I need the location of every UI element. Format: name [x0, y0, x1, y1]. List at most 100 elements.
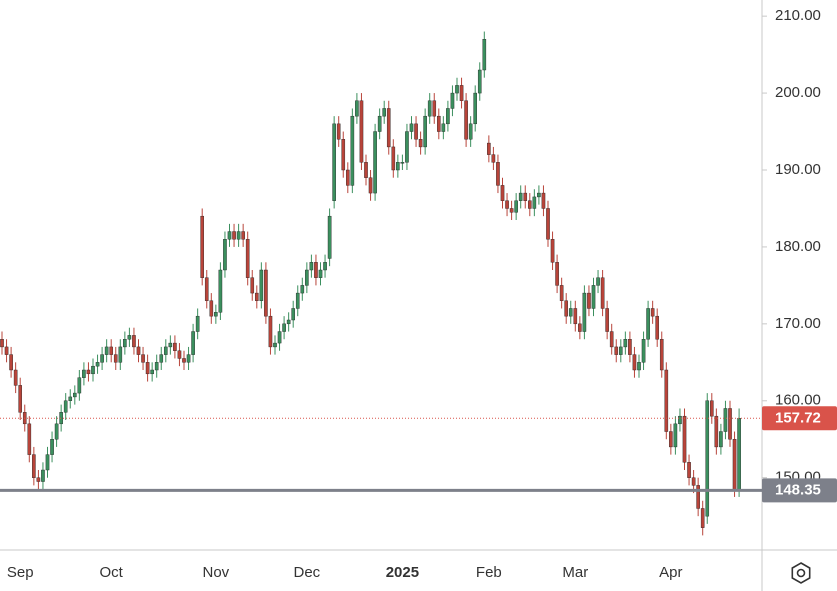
candle-body — [150, 369, 154, 375]
candle-body — [295, 292, 300, 309]
candle-body — [382, 108, 387, 117]
candle-body — [254, 292, 259, 301]
candle-body — [204, 277, 209, 301]
candle-body — [223, 239, 227, 271]
x-tick-label: Oct — [100, 564, 124, 581]
x-tick-label: Mar — [562, 564, 588, 581]
candle-body — [214, 312, 218, 317]
candle-body — [291, 308, 296, 321]
candle-body — [41, 469, 45, 482]
candle-body — [700, 508, 705, 528]
candle-body — [432, 100, 437, 117]
candle-body — [109, 346, 113, 355]
candle-body — [355, 100, 359, 117]
y-tick-label: 210.00 — [775, 7, 821, 24]
candle-body — [464, 100, 468, 140]
candle-body — [72, 392, 77, 398]
y-tick-label: 190.00 — [775, 161, 821, 178]
candle-body — [163, 346, 168, 355]
candle-body — [68, 396, 73, 401]
candle-body — [341, 139, 346, 171]
candle-body — [482, 39, 487, 71]
y-tick-label: 160.00 — [775, 392, 821, 409]
candle-body — [564, 300, 568, 317]
candle-body — [509, 208, 514, 213]
candle-body — [195, 315, 200, 332]
candle-body — [687, 462, 691, 478]
candle-body — [600, 277, 605, 309]
candle-body — [505, 200, 509, 209]
candle-body — [518, 192, 523, 201]
candle-body — [632, 354, 637, 371]
candle-body — [591, 285, 596, 309]
candle-body — [245, 239, 250, 278]
candle-body — [637, 362, 641, 371]
candle-body — [459, 85, 464, 101]
candle-body — [45, 454, 50, 471]
candle-body — [714, 415, 719, 448]
candle-body — [118, 346, 123, 363]
hline-box — [762, 478, 837, 503]
candle-body — [396, 162, 400, 171]
candle-body — [36, 477, 41, 482]
candle-body — [154, 362, 159, 371]
candle-body — [559, 285, 564, 301]
candle-body — [609, 331, 614, 348]
candle-body — [191, 331, 195, 355]
candle-body — [104, 346, 109, 355]
candle-body — [532, 196, 537, 209]
candle-body — [605, 308, 609, 332]
candle-body — [218, 269, 223, 313]
candle-body — [314, 262, 318, 278]
settings-icon[interactable] — [791, 562, 811, 584]
candle-body — [719, 431, 723, 448]
candle-body — [737, 418, 741, 490]
candle-body — [546, 208, 550, 240]
candle-body — [705, 400, 710, 517]
candle-body — [710, 400, 714, 417]
candle-body — [678, 415, 682, 425]
candle-body — [113, 354, 118, 363]
candle-body — [336, 123, 341, 140]
candle-body — [132, 335, 136, 348]
candle-body — [728, 408, 732, 440]
candle-body — [300, 285, 305, 294]
candle-body — [641, 339, 646, 363]
candle-body — [18, 385, 23, 413]
candle-body — [528, 200, 532, 209]
candle-body — [182, 358, 186, 363]
candle-body — [596, 277, 600, 286]
candle-body — [541, 192, 546, 209]
candle-body — [468, 123, 473, 140]
candle-body — [696, 485, 700, 509]
candle-body — [168, 342, 173, 348]
candle-body — [573, 308, 578, 325]
y-tick-label: 180.00 — [775, 238, 821, 255]
candle-body — [646, 308, 650, 340]
candle-body — [628, 339, 632, 355]
candle-body — [264, 269, 268, 317]
candle-body — [268, 315, 273, 348]
candle-body — [550, 239, 555, 263]
candle-body — [77, 377, 82, 394]
candle-body — [123, 339, 127, 348]
candle-body — [95, 362, 100, 367]
candle-body — [323, 262, 327, 271]
candle-body — [673, 423, 678, 448]
candle-body — [391, 146, 396, 171]
candle-body — [250, 277, 255, 294]
candle-body — [400, 162, 405, 164]
candle-body — [423, 115, 427, 148]
candle-body — [514, 200, 518, 213]
candle-body — [418, 139, 423, 148]
candle-body — [282, 323, 286, 332]
candle-body — [159, 354, 164, 363]
candle-body — [27, 423, 32, 455]
candle-body — [500, 185, 505, 201]
candle-body — [277, 331, 282, 344]
candle-body — [305, 269, 309, 286]
candle-body — [364, 162, 368, 178]
candle-body — [664, 369, 669, 432]
candle-body — [523, 192, 528, 201]
